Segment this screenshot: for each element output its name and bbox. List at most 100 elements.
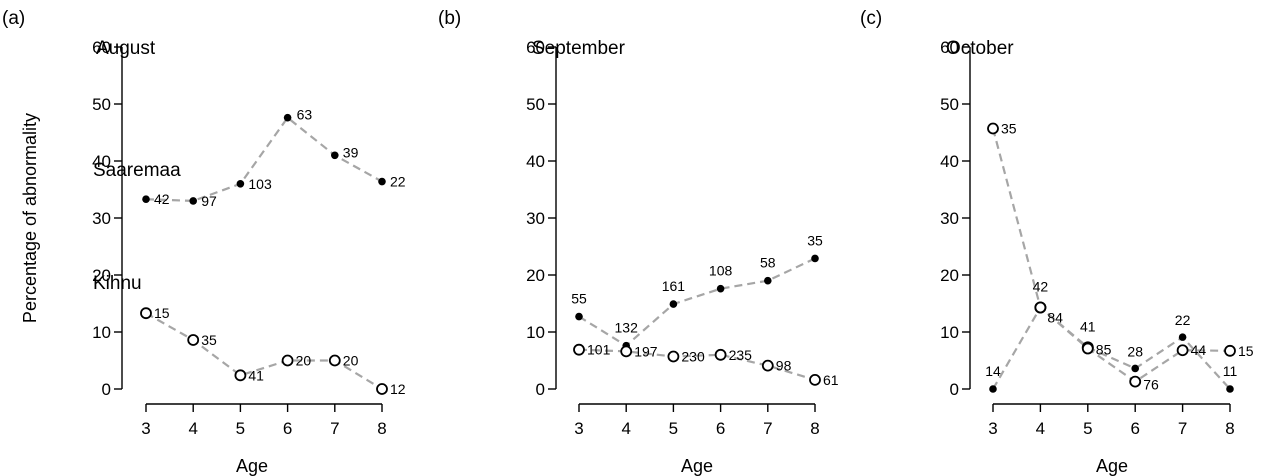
- panel-b-point-open: [667, 350, 680, 363]
- panel-c-point-open: [1034, 301, 1047, 314]
- panel-c-series-1-line: [992, 305, 1231, 390]
- panel-a-point-open: [328, 354, 341, 367]
- panel-b-point-open: [620, 345, 633, 358]
- panel-a-y-tick-label: 40: [92, 152, 111, 171]
- panel-c-point-label: 28: [1127, 343, 1143, 359]
- panel-a-series-lines: [145, 116, 383, 390]
- panel-b-x-tick-label: 4: [621, 419, 630, 438]
- panel-b-point-label: 235: [729, 347, 753, 363]
- panel-a-x-tick-label: 7: [330, 419, 339, 438]
- panel-a-y-tick-label: 60: [92, 38, 111, 57]
- panel-c-point-open: [1129, 375, 1142, 388]
- panel-c-point-labels: 14 42 41 28 22 11 35 84 85 76 44 15: [985, 121, 1254, 393]
- panel-a-point-open: [187, 334, 200, 346]
- panel-a-point-label: 35: [201, 332, 217, 348]
- panel-c-x-tick-label: 5: [1083, 419, 1092, 438]
- panel-a: (a) August Saaremaa Kihnu Percentage of …: [2, 8, 406, 476]
- panel-c-point-open: [1176, 344, 1189, 357]
- panel-b-letter: (b): [438, 8, 461, 29]
- panel-c-y-tick-label: 10: [940, 323, 959, 342]
- panel-b-x-tick-label: 7: [763, 419, 772, 438]
- panel-c-x-tick-label: 7: [1178, 419, 1187, 438]
- panel-b-point-open: [573, 343, 585, 356]
- panel-c-y-tick-label: 50: [940, 95, 959, 114]
- panel-c-point-open: [1081, 342, 1094, 355]
- panel-b-y-tick-label: 20: [526, 266, 545, 285]
- panel-b-x-tick-label: 8: [810, 419, 819, 438]
- panel-b-point-label: 58: [760, 255, 776, 271]
- panel-a-point-label: 12: [390, 381, 406, 397]
- panel-b-point-label: 98: [776, 358, 792, 374]
- panel-c-series-2-line: [991, 128, 1231, 383]
- panel-b-series-lines: [578, 257, 816, 381]
- panel-c-x-tick-label: 8: [1225, 419, 1234, 438]
- panel-c-point-label: 41: [1080, 318, 1096, 334]
- panel-a-point-filled: [378, 177, 386, 186]
- panel-a-point-filled: [189, 197, 197, 205]
- panel-a-letter: (a): [2, 8, 25, 29]
- panel-b-point-label: 101: [587, 342, 611, 358]
- panel-b-point-label: 161: [662, 278, 686, 294]
- panel-b-point-label: 61: [823, 372, 839, 388]
- panel-b-y-tick-label: 0: [536, 380, 545, 399]
- panel-b-point-label: 55: [571, 291, 587, 307]
- panel-a-series-2-line: [145, 312, 383, 390]
- panel-a-y-tick-label: 20: [92, 266, 111, 285]
- panel-b-series-1-line: [578, 257, 816, 348]
- panel-a-point-label: 15: [154, 305, 170, 321]
- panel-a-points: [140, 113, 388, 395]
- panel-b: (b) September Age 0 10 20 30 40 50 60 3 4 5 6 7 8 55…: [438, 8, 839, 476]
- panel-c-point-label: 15: [1238, 343, 1254, 359]
- panel-c-y-tick-label: 20: [940, 266, 959, 285]
- panel-c-point-open: [987, 122, 999, 135]
- panel-a-x-tick-label: 6: [283, 419, 292, 438]
- panel-c-point-label: 84: [1047, 309, 1063, 325]
- panel-c-x-tick-label: 3: [988, 419, 997, 438]
- panel-c-x-tick-label: 6: [1130, 419, 1139, 438]
- panel-a-point-open: [140, 307, 152, 320]
- panel-c-point-filled: [1178, 333, 1187, 341]
- panel-a-x-tick-label: 4: [188, 419, 197, 438]
- panel-c-point-filled: [1131, 364, 1139, 373]
- panel-a-title: August: [96, 38, 156, 59]
- panel-a-point-label: 63: [297, 107, 313, 123]
- panel-c: (c) October Age 0 10 20 30 40 50 60 3 4 5 6 7 8 14 42…: [860, 8, 1254, 476]
- panel-a-x-tick-label: 8: [377, 419, 386, 438]
- panel-c-x-tick-label: 4: [1036, 419, 1045, 438]
- panel-a-y-tick-label: 10: [92, 323, 111, 342]
- panel-c-series-lines: [991, 128, 1231, 390]
- panel-a-point-label: 103: [248, 176, 272, 192]
- panel-a-point-open: [234, 369, 247, 382]
- panel-a-group-label-saaremaa: Saaremaa: [93, 160, 181, 181]
- panel-a-point-labels: 42 97 103 63 39 22 15 35 41 20 20 12: [154, 107, 406, 397]
- panel-b-point-filled: [716, 284, 725, 293]
- panel-c-y-tick-label: 40: [940, 152, 959, 171]
- panel-b-axes: 0 10 20 30 40 50 60 3 4 5 6 7 8: [526, 38, 820, 438]
- panel-a-point-filled: [331, 151, 339, 160]
- panel-b-point-filled: [669, 300, 678, 308]
- panel-b-point-filled: [575, 312, 583, 321]
- panel-b-point-open: [714, 348, 727, 361]
- panel-b-x-axis-title: Age: [681, 456, 713, 476]
- panel-c-point-label: 42: [1033, 278, 1049, 294]
- panel-a-x-tick-label: 3: [141, 419, 150, 438]
- panel-a-point-label: 41: [248, 367, 264, 383]
- panel-c-points: [987, 122, 1236, 393]
- panel-c-title: October: [946, 38, 1014, 59]
- panel-b-point-filled: [764, 276, 772, 285]
- panel-c-point-label: 85: [1096, 342, 1112, 358]
- panel-c-point-filled: [1226, 385, 1234, 393]
- panel-a-y-tick-label: 50: [92, 95, 111, 114]
- panel-b-point-open: [761, 359, 774, 372]
- panel-a-x-axis-title: Age: [236, 456, 268, 476]
- panel-a-y-axis-title: Percentage of abnormality: [20, 113, 40, 323]
- panel-a-point-label: 39: [343, 144, 359, 160]
- panel-a-point-filled: [236, 180, 245, 188]
- panel-b-title: September: [532, 38, 626, 59]
- panel-b-y-tick-label: 30: [526, 209, 545, 228]
- panel-b-y-tick-label: 40: [526, 152, 545, 171]
- panel-b-x-tick-label: 5: [669, 419, 678, 438]
- panel-b-x-tick-label: 3: [574, 419, 583, 438]
- panel-a-point-filled: [142, 195, 150, 203]
